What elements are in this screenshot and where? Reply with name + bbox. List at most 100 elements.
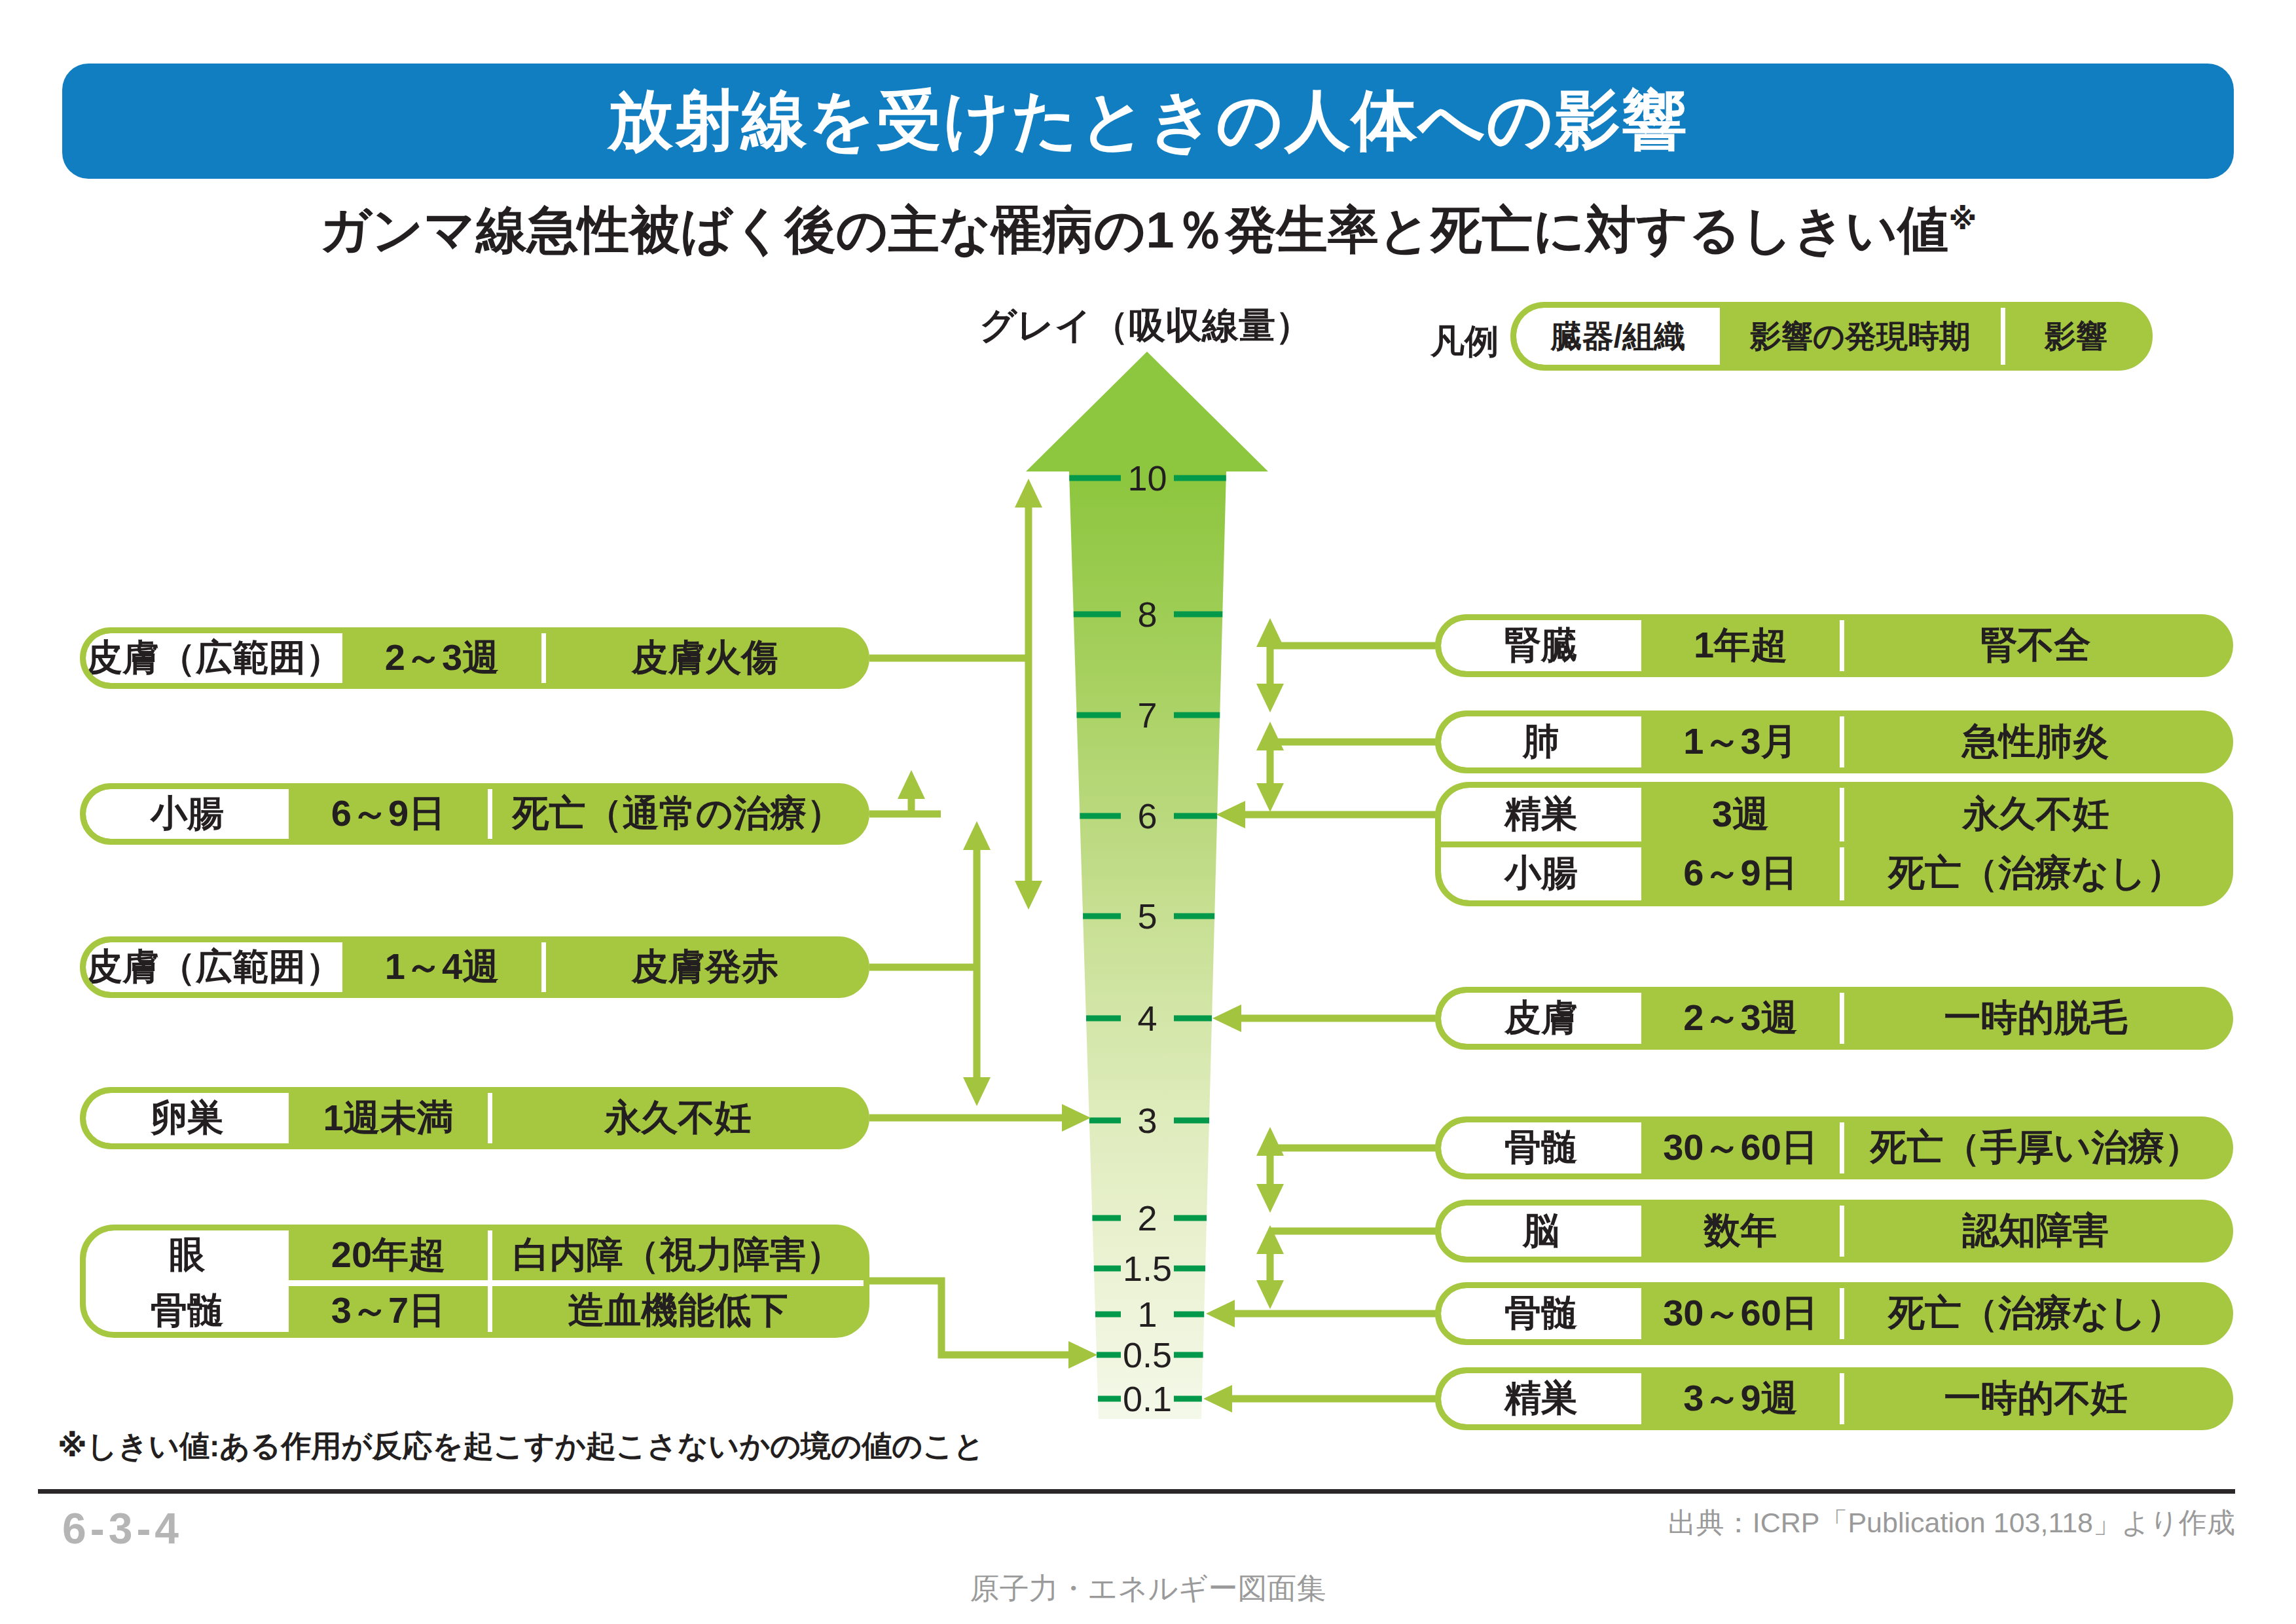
footer-title: 原子力・エネルギー図面集 <box>0 1569 2296 1608</box>
pill-bonemarrow-notreat: 骨髄 30～60日 死亡（治療なし） <box>1435 1282 2233 1345</box>
pill-skin-hairloss: 皮膚 2～3週 一時的脱毛 <box>1435 987 2233 1050</box>
cell-divider <box>1840 1122 1844 1173</box>
page: 放射線を受けたときの人体への影響 ガンマ線急性被ばく後の主な罹病の1％発生率と死… <box>0 0 2296 1624</box>
row-divider <box>1441 841 2227 847</box>
svg-text:5: 5 <box>1137 896 1157 936</box>
cell-divider <box>1840 788 1844 841</box>
effect-cell: 一時的不妊 <box>1844 1373 2227 1424</box>
cell-divider <box>1840 716 1844 767</box>
pill-lung: 肺 1～3月 急性肺炎 <box>1435 710 2233 773</box>
pill-bonemarrow-care: 骨髄 30～60日 死亡（手厚い治療） <box>1435 1116 2233 1179</box>
organ-cell: 小腸 <box>86 789 289 839</box>
page-number: 6-3-4 <box>62 1504 183 1553</box>
organ-cell: 皮膚（広範囲） <box>86 633 342 683</box>
cell-divider <box>541 942 546 992</box>
arrowhead <box>1256 722 1284 750</box>
arrowhead <box>1015 881 1042 910</box>
onset-cell: 数年 <box>1641 1206 1840 1257</box>
svg-text:1: 1 <box>1137 1295 1157 1334</box>
effect-cell: 認知障害 <box>1844 1206 2227 1257</box>
cell-divider <box>541 633 546 683</box>
arrowhead <box>1256 1280 1284 1309</box>
pill-small-intestine-left: 小腸 6～9日 死亡（通常の治療） <box>80 783 869 845</box>
effect-cell: 永久不妊 <box>492 1093 864 1143</box>
svg-text:0.5: 0.5 <box>1123 1335 1172 1375</box>
svg-text:3: 3 <box>1137 1101 1157 1140</box>
arrowhead <box>1206 1300 1235 1327</box>
effect-cell: 皮膚発赤 <box>546 942 864 992</box>
onset-cell: 1週未満 <box>289 1093 488 1143</box>
source-credit: 出典：ICRP「Publication 103,118」より作成 <box>1668 1504 2235 1542</box>
arrowhead <box>1015 479 1042 507</box>
effect-cell: 死亡（通常の治療） <box>492 789 864 839</box>
connector-eye-bonemarrow <box>863 1281 1071 1355</box>
svg-text:6: 6 <box>1137 796 1157 836</box>
row-divider <box>86 1280 864 1286</box>
arrowhead <box>898 770 925 799</box>
cell-divider <box>1840 993 1844 1044</box>
divider-rule <box>38 1489 2235 1494</box>
organ-cell: 肺 <box>1441 716 1641 767</box>
pill-skin-burn: 皮膚（広範囲） 2～3週 皮膚火傷 <box>80 627 869 689</box>
cell-divider <box>1840 1288 1844 1339</box>
svg-text:0.1: 0.1 <box>1123 1379 1172 1418</box>
arrowhead <box>1212 1005 1241 1032</box>
effect-cell: 急性肺炎 <box>1844 716 2227 767</box>
footnote: ※しきい値:ある作用が反応を起こすか起こさないかの境の値のこと <box>58 1426 985 1467</box>
pill-eye-bonemarrow: 眼 20年超 白内障（視力障害） 骨髄 3～7日 造血機能低下 <box>80 1225 869 1338</box>
pill-kidney: 腎臓 1年超 腎不全 <box>1435 614 2233 677</box>
cell-divider <box>1840 847 1844 901</box>
onset-cell: 30～60日 <box>1641 1288 1840 1339</box>
organ-cell: 卵巣 <box>86 1093 289 1143</box>
pill-row-small-intestine: 小腸 6～9日 死亡（治療なし） <box>1441 847 2227 901</box>
svg-text:7: 7 <box>1137 695 1157 735</box>
arrowhead <box>1203 1385 1232 1412</box>
onset-cell: 1～3月 <box>1641 716 1840 767</box>
svg-text:10: 10 <box>1127 458 1167 498</box>
organ-cell: 小腸 <box>1441 847 1641 901</box>
effect-cell: 死亡（治療なし） <box>1844 847 2227 901</box>
onset-cell: 30～60日 <box>1641 1122 1840 1173</box>
onset-cell: 2～3週 <box>1641 993 1840 1044</box>
arrowhead <box>1256 684 1284 712</box>
pill-brain: 脳 数年 認知障害 <box>1435 1200 2233 1263</box>
cell-divider <box>1840 1206 1844 1257</box>
pill-testis-temp: 精巣 3～9週 一時的不妊 <box>1435 1367 2233 1430</box>
organ-cell: 骨髄 <box>1441 1288 1641 1339</box>
pill-ovary: 卵巣 1週未満 永久不妊 <box>80 1087 869 1149</box>
arrowhead <box>1256 618 1284 647</box>
arrowhead <box>1062 1104 1091 1132</box>
onset-cell: 3～9週 <box>1641 1373 1840 1424</box>
arrowhead <box>1068 1341 1097 1369</box>
organ-cell: 精巣 <box>1441 788 1641 841</box>
organ-cell: 皮膚（広範囲） <box>86 942 342 992</box>
cell-divider <box>488 789 492 839</box>
cell-divider <box>488 1093 492 1143</box>
effect-cell: 腎不全 <box>1844 620 2227 671</box>
pill-row-eye: 眼 20年超 白内障（視力障害） <box>86 1230 864 1280</box>
pill-row-bonemarrow: 骨髄 3～7日 造血機能低下 <box>86 1286 864 1336</box>
arrowhead <box>1216 801 1245 828</box>
effect-cell: 一時的脱毛 <box>1844 993 2227 1044</box>
svg-text:8: 8 <box>1137 595 1157 634</box>
effect-cell: 死亡（治療なし） <box>1844 1288 2227 1339</box>
arrowhead <box>963 1077 991 1106</box>
organ-cell: 骨髄 <box>1441 1122 1641 1173</box>
organ-cell: 骨髄 <box>86 1286 289 1336</box>
organ-cell: 皮膚 <box>1441 993 1641 1044</box>
onset-cell: 6～9日 <box>1641 847 1840 901</box>
svg-text:2: 2 <box>1137 1198 1157 1238</box>
cell-divider <box>488 1286 492 1336</box>
onset-cell: 20年超 <box>289 1230 488 1280</box>
onset-cell: 3～7日 <box>289 1286 488 1336</box>
arrowhead <box>963 821 991 850</box>
svg-text:1.5: 1.5 <box>1123 1249 1172 1288</box>
effect-cell: 造血機能低下 <box>492 1286 864 1336</box>
cell-divider <box>488 1230 492 1280</box>
organ-cell: 腎臓 <box>1441 620 1641 671</box>
onset-cell: 1～4週 <box>342 942 541 992</box>
pill-row-testis: 精巣 3週 永久不妊 <box>1441 788 2227 841</box>
onset-cell: 6～9日 <box>289 789 488 839</box>
organ-cell: 精巣 <box>1441 1373 1641 1424</box>
onset-cell: 2～3週 <box>342 633 541 683</box>
